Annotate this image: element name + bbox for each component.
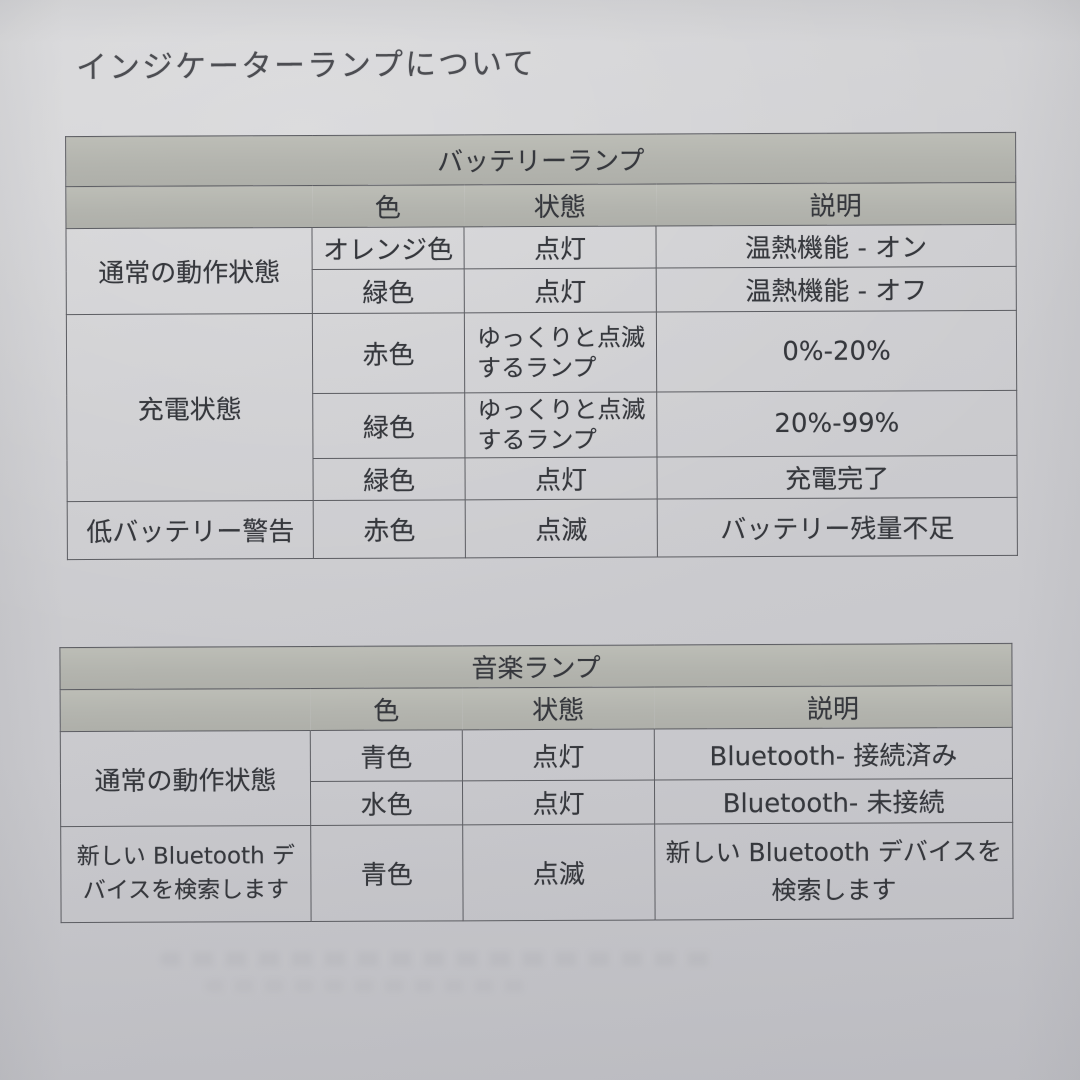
column-header-color: 色 xyxy=(311,184,464,228)
cell-state: 点滅 xyxy=(465,498,658,558)
cell-state: 点滅 xyxy=(462,823,656,921)
cell-description: 充電完了 xyxy=(656,455,1018,499)
cell-color: 水色 xyxy=(310,780,463,826)
cell-category: 通常の動作状態 xyxy=(60,730,311,827)
column-header-description: 説明 xyxy=(655,182,1017,226)
column-header-category xyxy=(60,688,311,732)
cell-description: バッテリー残量不足 xyxy=(657,497,1018,557)
cell-state: 点灯 xyxy=(462,779,655,825)
cell-state: 点灯 xyxy=(462,728,655,781)
column-header-category xyxy=(65,185,312,229)
column-header-description: 説明 xyxy=(654,685,1013,729)
cell-category: 低バッテリー警告 xyxy=(67,500,314,560)
cell-state: ゆっくりと点滅するランプ xyxy=(464,311,657,393)
table-row: 低バッテリー警告 赤色 点滅 バッテリー残量不足 xyxy=(67,497,1018,560)
column-header-row: 色 状態 説明 xyxy=(65,182,1017,229)
page-title: インジケーターランプについて xyxy=(75,45,537,87)
table-row: 充電状態 赤色 ゆっくりと点滅するランプ 0%-20% xyxy=(66,310,1017,502)
column-header-state: 状態 xyxy=(462,686,655,730)
table-title-row: 音楽ランプ xyxy=(59,643,1013,690)
battery-lamp-table: バッテリーランプ 色 状態 説明 通常の動作状態 オレンジ色 点灯 温熱機能 -… xyxy=(65,132,1018,560)
cell-description: 20%-99% xyxy=(656,390,1018,457)
table-title-row: バッテリーランプ xyxy=(65,132,1016,187)
column-header-state: 状態 xyxy=(463,183,656,227)
cell-description: 温熱機能 - オン xyxy=(655,224,1017,268)
cell-state: ゆっくりと点滅するランプ xyxy=(464,391,657,458)
column-header-color: 色 xyxy=(310,687,463,731)
cell-color: 赤色 xyxy=(313,499,466,559)
cell-color: 赤色 xyxy=(312,312,465,394)
table-row: 新しい Bluetooth デバイスを検索します 青色 点滅 新しい Bluet… xyxy=(60,822,1014,923)
table-title: 音楽ランプ xyxy=(59,643,1013,690)
cell-state: 点灯 xyxy=(463,225,657,269)
cell-description: Bluetooth- 接続済み xyxy=(654,727,1013,780)
cell-color: 緑色 xyxy=(312,392,465,459)
cell-color: 緑色 xyxy=(312,457,466,501)
cell-category: 通常の動作状態 xyxy=(65,227,313,315)
table-title: バッテリーランプ xyxy=(65,132,1016,187)
cell-state: 点灯 xyxy=(464,456,658,500)
table-row: 通常の動作状態 オレンジ色 点灯 温熱機能 - オン xyxy=(65,224,1017,315)
cell-state: 点灯 xyxy=(464,267,657,313)
cell-category: 新しい Bluetooth デバイスを検索します xyxy=(60,825,312,923)
cell-color: オレンジ色 xyxy=(311,226,465,270)
column-header-row: 色 状態 説明 xyxy=(60,685,1013,732)
cell-color: 青色 xyxy=(310,824,464,922)
cell-color: 緑色 xyxy=(312,268,465,314)
cell-description: 0%-20% xyxy=(656,310,1017,392)
music-lamp-table: 音楽ランプ 色 状態 説明 通常の動作状態 青色 点灯 Bluetooth- 接… xyxy=(59,643,1014,923)
table-row: 通常の動作状態 青色 点灯 Bluetooth- 接続済み xyxy=(60,727,1013,827)
cell-description: 新しい Bluetooth デバイスを検索します xyxy=(654,822,1014,920)
cell-color: 青色 xyxy=(310,729,463,782)
cell-description: Bluetooth- 未接続 xyxy=(654,778,1013,824)
cell-description: 温熱機能 - オフ xyxy=(656,266,1017,312)
cell-category: 充電状態 xyxy=(66,313,314,502)
